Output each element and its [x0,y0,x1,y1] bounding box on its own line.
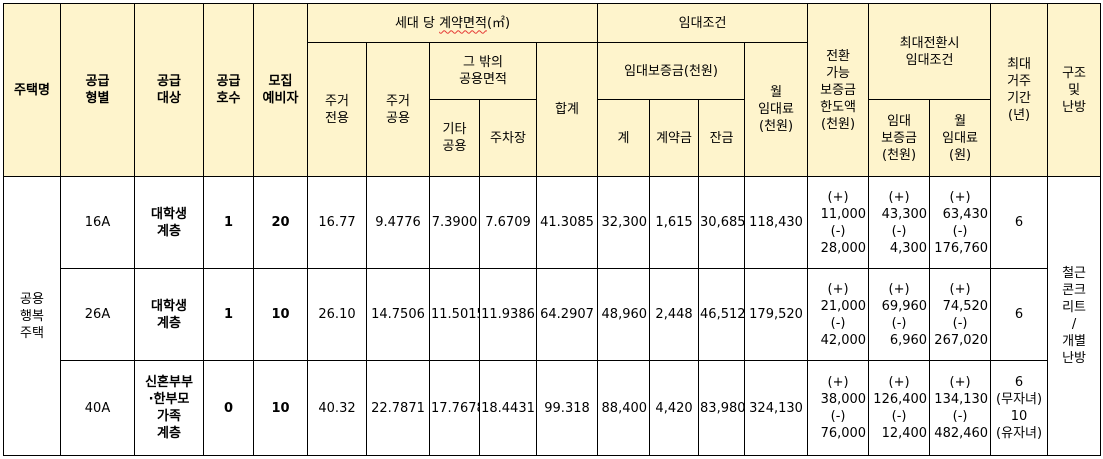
common-area-cell: 22.7871 [366,360,430,456]
exclusive-area-cell: 16.77 [307,176,367,269]
exclusive-area-cell: 26.10 [307,268,367,361]
conversion-limit-cell: (+) 38,000 (-) 76,000 [807,360,870,456]
supply-units-cell: 1 [203,268,254,361]
etc-common-area-cell: 7.3900 [429,176,480,269]
supply-units-cell: 0 [203,360,254,456]
monthly-rent-cell: 179,520 [744,268,809,361]
supply-units-cell: 1 [203,176,254,269]
waitlist-cell: 10 [253,268,308,361]
table-row: 40A 신혼부부 ·한부모 가족 계층 0 10 40.32 22.7871 1… [4,360,1101,456]
rental-conditions-table: 주택명 공급 형별 공급 대상 공급 호수 모집 예비자 세대 당 계약면적(㎡… [3,3,1102,456]
supply-target-cell: 대학생 계층 [134,176,204,269]
exclusive-area-cell: 40.32 [307,360,367,456]
monthly-rent-cell: 324,130 [744,360,809,456]
balance-cell: 30,685 [698,176,746,269]
header-area-group: 세대 당 계약면적(㎡) [306,3,599,43]
contract-payment-cell: 4,420 [649,360,700,456]
supply-type-cell: 40A [60,360,135,456]
max-monthly-rent-cell: (+) 63,430 (-) 176,760 [929,176,992,269]
area-group-suffix: (㎡) [486,15,511,31]
header-deposit-group: 임대보증금(천원) [597,42,746,100]
max-residence-cell: 6 (무자녀) 10 (유자녀) [990,360,1049,456]
header-max-residence: 최대 거주 기간 (년) [990,3,1049,177]
total-area-cell: 41.3085 [535,176,599,269]
common-area-cell: 14.7506 [366,268,430,361]
header-row-3: 기타 공용 주차장 계 계약금 잔금 임대 보증금 (천원) 월 임대료 (원) [4,99,1101,177]
header-parking: 주차장 [479,99,537,177]
supply-type-cell: 26A [60,268,135,361]
waitlist-cell: 10 [253,360,308,456]
deposit-total-cell: 48,960 [597,268,651,361]
header-structure: 구조 및 난방 [1047,3,1102,177]
structure-cell: 철근 콘크 리트 / 개별 난방 [1047,176,1102,456]
monthly-rent-cell: 118,430 [744,176,809,269]
max-deposit-cell: (+) 126,400 (-) 12,400 [868,360,931,456]
supply-target-cell: 신혼부부 ·한부모 가족 계층 [134,360,204,456]
header-other-common-etc: 기타 공용 [429,99,480,177]
max-deposit-cell: (+) 43,300 (-) 4,300 [868,176,931,269]
supply-target-cell: 대학생 계층 [134,268,204,361]
housing-name-cell: 공용 행복 주택 [3,176,61,456]
header-waitlist: 모집 예비자 [253,3,308,177]
header-contract-payment: 계약금 [649,99,700,177]
max-residence-cell: 6 [990,176,1049,269]
total-area-cell: 99.318 [535,360,599,456]
contract-payment-cell: 2,448 [649,268,700,361]
header-max-deposit: 임대 보증금 (천원) [868,99,931,177]
table-row: 26A 대학생 계층 1 10 26.10 14.7506 11.5015 11… [4,268,1101,361]
header-max-conversion-group: 최대전환시 임대조건 [868,3,992,100]
header-monthly-rent: 월 임대료 (천원) [744,42,809,177]
parking-area-cell: 18.4431 [479,360,537,456]
max-monthly-rent-cell: (+) 134,130 (-) 482,460 [929,360,992,456]
conversion-limit-cell: (+) 21,000 (-) 42,000 [807,268,870,361]
header-resident-common: 주거 공용 [366,42,430,177]
header-resident-exclusive: 주거 전용 [307,42,367,177]
supply-type-cell: 16A [60,176,135,269]
waitlist-cell: 20 [253,176,308,269]
header-deposit-total: 계 [597,99,651,177]
balance-cell: 46,512 [698,268,746,361]
header-balance: 잔금 [698,99,746,177]
header-other-common-group: 그 밖의 공용면적 [429,42,537,100]
parking-area-cell: 7.6709 [479,176,537,269]
balance-cell: 83,980 [698,360,746,456]
deposit-total-cell: 88,400 [597,360,651,456]
max-deposit-label: 임대 보증금 (천원) [881,113,917,163]
conversion-limit-cell: (+) 11,000 (-) 28,000 [807,176,870,269]
table-row: 공용 행복 주택 16A 대학생 계층 1 20 16.77 9.4776 7.… [3,176,1102,456]
max-monthly-rent-cell: (+) 74,520 (-) 267,020 [929,268,992,361]
etc-common-area-cell: 11.5015 [429,268,480,361]
header-conversion-limit: 전환 가능 보증금 한도액 (천원) [807,3,870,177]
total-area-cell: 64.2907 [535,268,599,361]
header-rent-conditions: 임대조건 [597,3,809,43]
header-supply-type: 공급 형별 [60,3,135,177]
common-area-cell: 9.4776 [366,176,430,269]
header-supply-units: 공급 호수 [203,3,254,177]
max-deposit-cell: (+) 69,960 (-) 6,960 [868,268,931,361]
contract-payment-cell: 1,615 [649,176,700,269]
area-group-squiggle: 계약면적 [439,15,487,31]
header-total-area: 합계 [535,42,599,177]
header-row-2: 주거 전용 주거 공용 그 밖의 공용면적 합계 임대보증금(천원) 월 임대료… [4,42,1101,177]
etc-common-area-cell: 17.7678 [429,360,480,456]
header-supply-target: 공급 대상 [134,3,204,177]
parking-area-cell: 11.9386 [479,268,537,361]
area-group-prefix: 세대 당 [394,15,440,31]
header-row-1: 주택명 공급 형별 공급 대상 공급 호수 모집 예비자 세대 당 계약면적(㎡… [3,3,1102,177]
deposit-total-cell: 32,300 [597,176,651,269]
header-housing-name: 주택명 [3,3,61,177]
max-residence-cell: 6 [990,268,1049,361]
header-max-monthly-rent: 월 임대료 (원) [929,99,992,177]
